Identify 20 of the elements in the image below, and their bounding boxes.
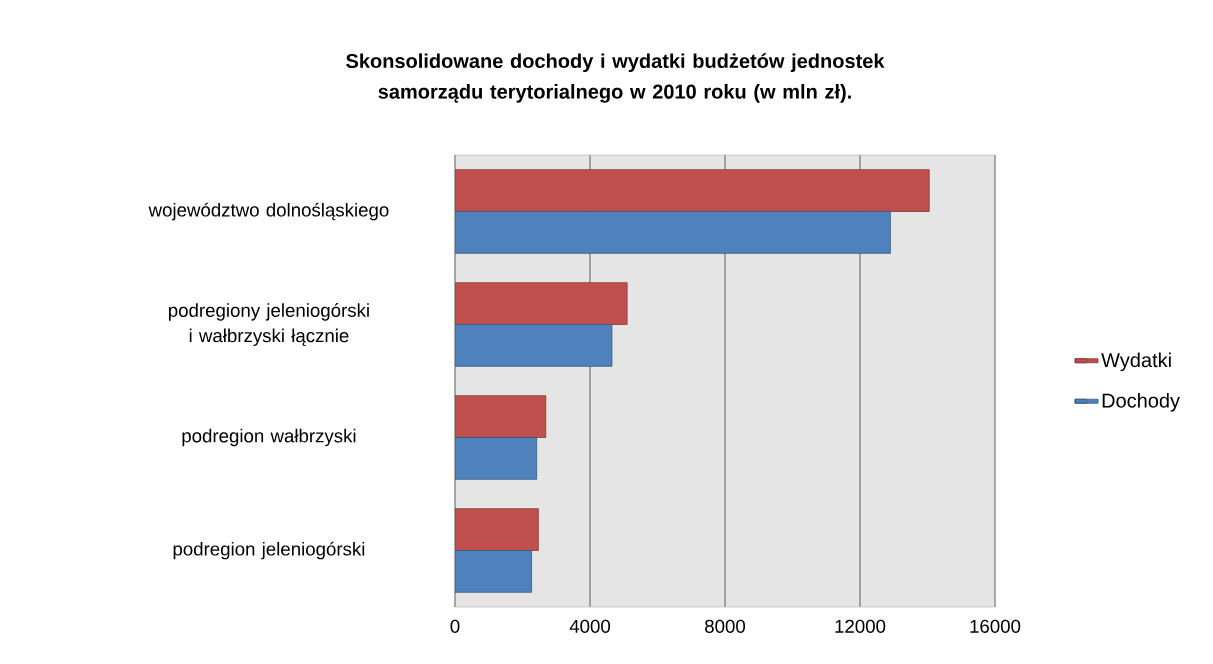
x-tick-label: 0 <box>450 619 460 633</box>
bar <box>455 169 930 212</box>
bar <box>455 324 613 367</box>
y-tick-label: podregion jeleniogórski <box>173 541 365 560</box>
bar <box>455 282 628 325</box>
bar <box>455 211 891 254</box>
chart-title: Skonsolidowane dochody i wydatki budżetów jednostek samorządu terytorialnego w 2010 roku (w mln zł). <box>346 53 885 103</box>
bar <box>455 550 533 593</box>
x-tick-label: 4000 <box>569 619 611 633</box>
y-tick-label: województwo dolnośląskiego <box>148 202 389 221</box>
x-tick-label: 8000 <box>705 619 746 633</box>
bar <box>455 437 538 480</box>
legend-label: Wydatki <box>1101 352 1171 372</box>
y-tick-label: podregiony jeleniogórski i wałbrzyski łącznie <box>168 303 369 346</box>
y-tick-label: podregion wałbrzyski <box>182 428 356 447</box>
x-tick-label: 16000 <box>970 619 1021 633</box>
legend-label: Dochody <box>1102 393 1180 412</box>
bar <box>455 508 539 551</box>
x-tick-label: 12000 <box>835 619 886 633</box>
bar <box>455 395 547 438</box>
